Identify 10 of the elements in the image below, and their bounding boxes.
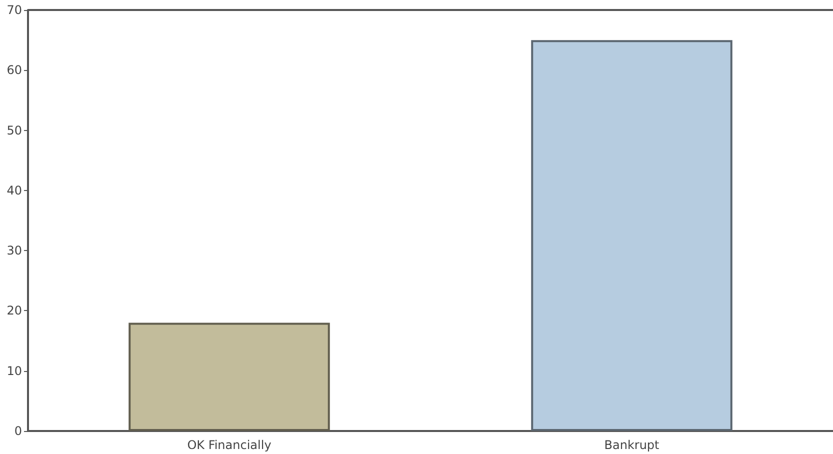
- y-tick-label: 40: [6, 183, 22, 198]
- y-tick-label: 50: [6, 123, 22, 138]
- y-tick-label: 60: [6, 63, 22, 78]
- x-tick-label: Bankrupt: [604, 438, 660, 452]
- y-tick-label: 0: [14, 424, 22, 438]
- x-tick-label: OK Financially: [187, 438, 272, 452]
- y-tick-label: 30: [6, 244, 22, 258]
- y-tick-label: 70: [6, 3, 22, 17]
- y-tick-label: 20: [6, 304, 22, 318]
- y-tick-label: 10: [6, 364, 22, 378]
